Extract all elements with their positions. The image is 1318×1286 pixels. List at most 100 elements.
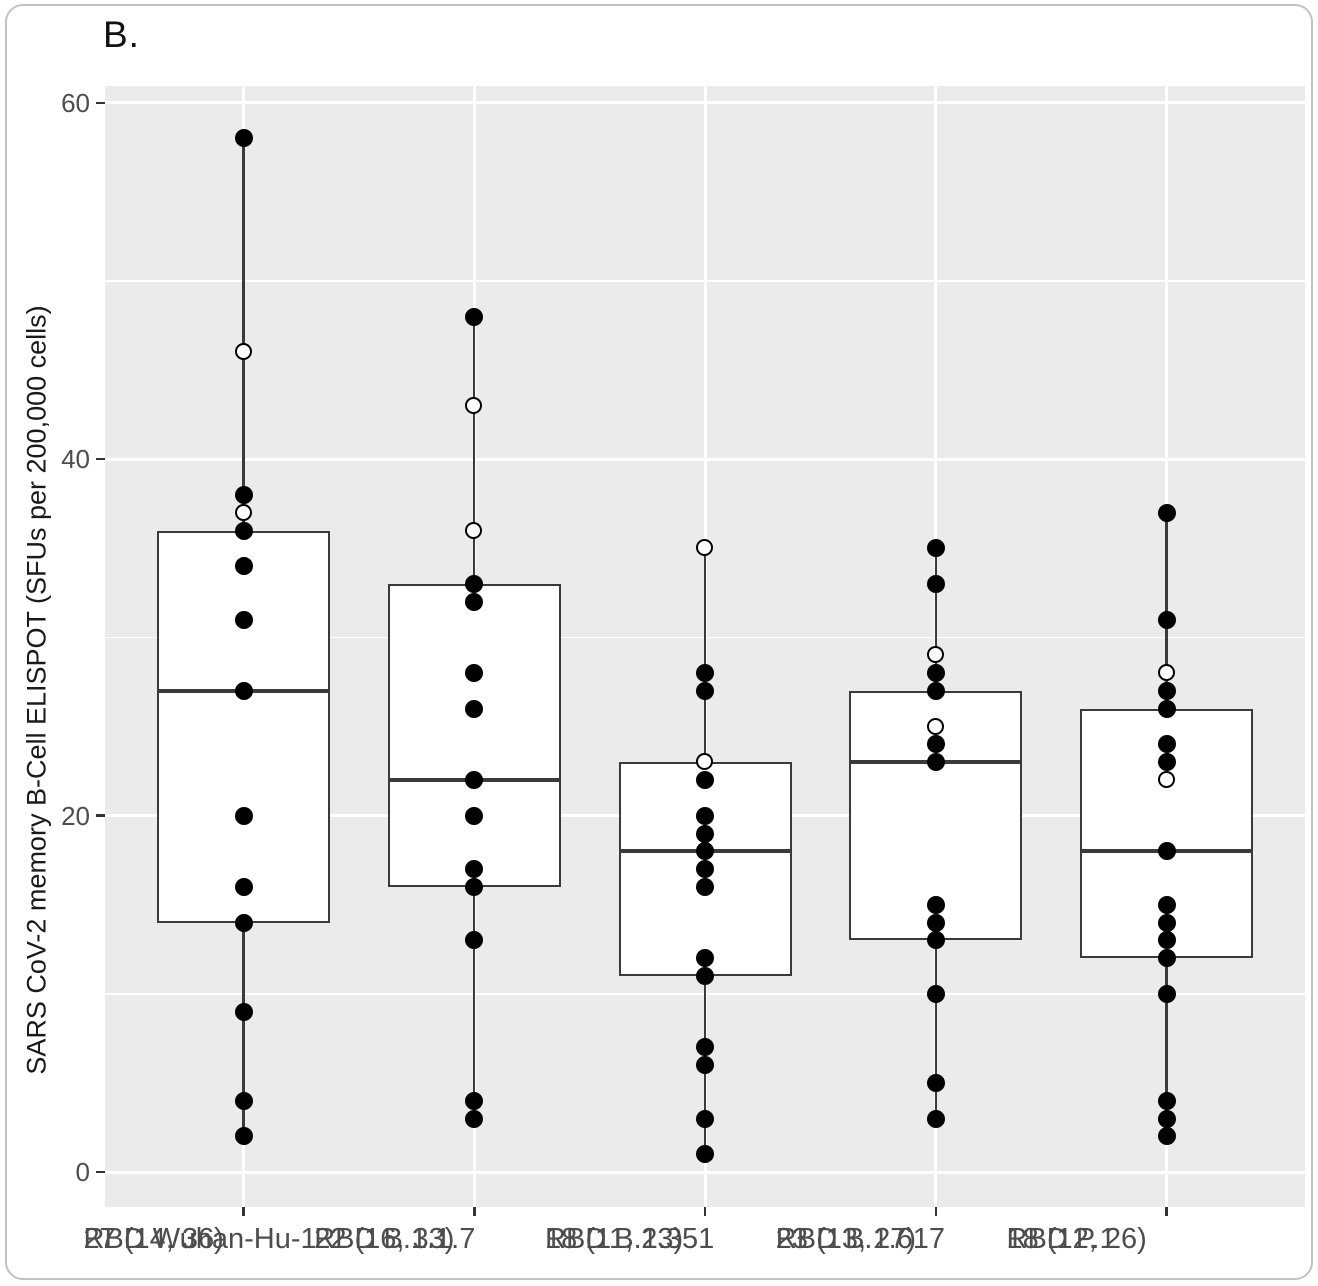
data-point-filled [696,860,714,879]
data-point-filled [465,664,484,683]
x-category-summary: 18 (12, 26) [1006,1223,1147,1255]
data-point-open [696,753,713,771]
data-point-filled [465,931,484,950]
major-gridline [105,101,1305,105]
x-category-name: RBD P.1 [1006,1223,1116,1255]
data-point-filled [234,610,253,629]
y-tick-label: 40 [61,444,90,475]
data-point-filled [926,735,945,754]
data-point-filled [1157,753,1176,772]
x-category-summary: 18 (11, 23) [545,1223,684,1255]
data-point-filled [465,860,484,879]
data-point-filled [696,842,714,861]
x-category-name: RBD B.1.1.7 [314,1223,476,1255]
data-point-filled [234,913,253,932]
data-point-open [1157,771,1175,788]
data-point-filled [465,1091,484,1110]
data-point-filled [234,521,253,540]
data-point-filled [696,1109,714,1128]
data-point-filled [1157,842,1176,861]
data-point-filled [465,877,484,896]
x-category-name: RBD B.1.617 [775,1223,946,1255]
data-point-open [234,503,252,521]
data-point-filled [1157,931,1176,950]
data-point-open [234,343,252,361]
data-point-filled [465,574,484,593]
y-tick-label: 60 [61,87,90,118]
data-point-filled [465,699,484,718]
data-point-filled [926,681,945,700]
data-point-filled [234,129,253,148]
x-category-summary: 27 (14, 36) [83,1223,224,1255]
data-point-filled [465,307,484,326]
data-point-filled [696,1056,714,1075]
data-point-filled [696,664,714,683]
y-tick-mark [96,814,105,817]
major-gridline [105,1170,1305,1174]
x-tick-mark [1165,1207,1168,1216]
data-point-filled [1157,1109,1176,1128]
data-point-filled [1157,735,1176,754]
boxplot-box [387,583,561,887]
data-point-filled [926,913,945,932]
data-point-filled [234,806,253,825]
data-point-filled [926,931,945,950]
data-point-filled [926,753,945,772]
x-tick-mark [242,1207,245,1216]
x-tick-mark [473,1207,476,1216]
data-point-filled [465,1109,484,1128]
data-point-filled [696,824,714,843]
data-point-filled [926,1074,945,1092]
data-point-filled [1157,1127,1176,1146]
data-point-open [926,646,944,664]
x-category-summary: 23 (13, 27) [775,1223,917,1255]
data-point-open [1157,664,1175,682]
data-point-filled [234,877,253,896]
data-point-filled [465,771,484,789]
data-point-filled [234,485,253,504]
data-point-filled [1157,699,1176,718]
x-tick-mark [934,1207,937,1216]
data-point-filled [696,877,714,896]
data-point-filled [926,895,945,914]
data-point-filled [696,949,714,968]
y-tick-label: 0 [75,1157,90,1188]
data-point-filled [696,1145,714,1164]
y-tick-label: 20 [61,800,90,831]
data-point-filled [1157,610,1176,629]
data-point-filled [1157,681,1176,700]
boxplot-box [156,530,330,923]
data-point-filled [1157,895,1176,914]
data-point-filled [234,1127,253,1146]
data-point-filled [696,967,714,985]
minor-gridline [105,280,1305,282]
data-point-filled [926,574,945,593]
data-point-filled [1157,503,1176,522]
data-point-filled [926,664,945,683]
data-point-filled [926,984,945,1003]
major-gridline [105,457,1305,461]
data-point-filled [465,592,484,611]
data-point-filled [234,1091,253,1110]
data-point-filled [465,806,484,825]
data-point-filled [234,557,253,576]
data-point-filled [1157,984,1176,1003]
panel-label: B. [103,14,140,55]
data-point-filled [696,771,714,789]
y-tick-mark [96,1170,105,1174]
data-point-open [696,539,713,557]
data-point-filled [1157,913,1176,932]
data-point-filled [1157,1091,1176,1110]
data-point-filled [696,806,714,825]
data-point-open [465,521,483,539]
x-category-summary: 22 (16, 33) [314,1223,455,1255]
data-point-open [926,717,944,735]
y-tick-mark [96,101,105,104]
data-point-filled [1157,949,1176,968]
data-point-filled [926,539,945,558]
data-point-filled [234,681,253,700]
data-point-filled [696,1038,714,1057]
x-category-name: RBD B.1.351 [545,1223,715,1255]
data-point-filled [234,1002,253,1021]
plot-panel [105,86,1305,1207]
